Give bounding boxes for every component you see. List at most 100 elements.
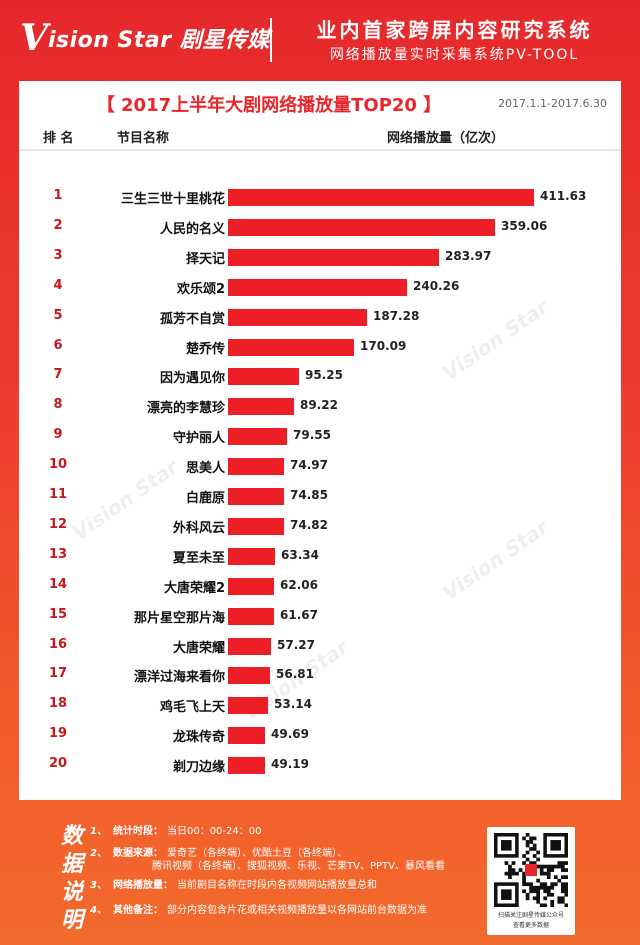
- column-header-rank: 排 名: [43, 131, 74, 146]
- value-label: 49.69: [271, 727, 309, 741]
- chart-row: 4 欢乐颂2 240.26: [19, 277, 621, 297]
- category-label: 大唐荣耀: [172, 641, 225, 656]
- chart-row: 8 漂亮的李慧珍 89.22: [19, 396, 621, 416]
- rank-label: 11: [48, 487, 68, 502]
- category-label: 人民的名义: [159, 222, 225, 237]
- note-key: 网络播放量：: [112, 880, 173, 891]
- bar: [228, 727, 265, 744]
- note-key: 统计时段：: [112, 826, 163, 837]
- chart-row: 18 鸡毛飞上天 53.14: [19, 695, 621, 715]
- chart-row: 16 大唐荣耀 57.27: [19, 636, 621, 656]
- category-label: 漂洋过海来看你: [133, 670, 225, 685]
- chart-title: 【 2017上半年大剧网络播放量TOP20 】: [96, 95, 442, 116]
- rank-label: 3: [53, 248, 63, 263]
- note-number: 4、: [90, 905, 107, 916]
- notes-label-char: 明: [60, 908, 83, 933]
- value-label: 74.82: [290, 518, 328, 532]
- value-label: 359.06: [501, 219, 548, 233]
- value-label: 62.06: [280, 578, 318, 592]
- value-label: 57.27: [277, 638, 315, 652]
- rank-label: 1: [53, 188, 63, 203]
- data-notes: 数 据 说 明 1、 统计时段： 当日00：00-24：00 2、 数据来源： 爱奇艺（…: [0, 800, 640, 945]
- note-source: 2、 数据来源： 爱奇艺（各终端）、优酷土豆（各终端）、: [90, 844, 347, 859]
- notes-label-char: 说: [60, 880, 83, 905]
- rank-label: 12: [48, 517, 68, 532]
- category-label: 因为遇见你: [159, 371, 225, 386]
- value-label: 79.55: [293, 428, 331, 442]
- note-number: 1、: [90, 826, 107, 837]
- category-label: 剃刀边缘: [172, 760, 225, 775]
- chart-row: 5 孤芳不自赏 187.28: [19, 307, 621, 327]
- value-label: 170.09: [360, 339, 407, 353]
- bar: [228, 638, 271, 655]
- value-label: 74.85: [290, 488, 328, 502]
- rank-label: 16: [48, 637, 68, 652]
- chart-panel: Vision Star Vision Star Vision Star Visi…: [19, 81, 621, 800]
- bar: [228, 368, 299, 385]
- rank-label: 8: [53, 397, 63, 412]
- logo-initial: V: [20, 17, 48, 59]
- bar: [228, 279, 407, 296]
- note-key: 其他备注：: [112, 905, 163, 916]
- value-label: 63.34: [281, 548, 319, 562]
- bar: [228, 219, 495, 236]
- note-key: 数据来源：: [112, 848, 163, 859]
- bar: [228, 458, 284, 475]
- bar: [228, 189, 534, 206]
- value-label: 283.97: [445, 249, 492, 263]
- note-number: 3、: [90, 880, 107, 891]
- rank-label: 15: [48, 607, 68, 622]
- category-label: 大唐荣耀2: [163, 581, 225, 596]
- rank-label: 9: [53, 427, 63, 442]
- chart-row: 1 三生三世十里桃花 411.63: [19, 187, 621, 207]
- chart-row: 11 白鹿原 74.85: [19, 486, 621, 506]
- chart-row: 7 因为遇见你 95.25: [19, 366, 621, 386]
- note-text: 腾讯视频（各终端）、搜狐视频、乐视、芒果TV、PPTV、暴风看看: [152, 861, 445, 872]
- qr-caption-sub: 查看更多数据: [512, 922, 549, 929]
- value-label: 240.26: [413, 279, 460, 293]
- rank-label: 10: [48, 457, 68, 472]
- bar: [228, 578, 274, 595]
- rank-label: 17: [48, 666, 68, 681]
- category-label: 龙珠传奇: [172, 730, 225, 745]
- notes-label-char: 据: [60, 852, 83, 877]
- bar: [228, 249, 439, 266]
- value-label: 53.14: [274, 697, 312, 711]
- column-header-plays: 网络播放量（亿次）: [387, 131, 505, 146]
- chart-row: 19 龙珠传奇 49.69: [19, 725, 621, 745]
- notes-label-char: 数: [60, 824, 83, 849]
- category-label: 外科风云: [172, 521, 225, 536]
- chart-row: 9 守护丽人 79.55: [19, 426, 621, 446]
- note-period: 1、 统计时段： 当日00：00-24：00: [90, 822, 261, 837]
- note-text: 当日00：00-24：00: [166, 826, 262, 837]
- header-slogan: 业内首家跨屏内容研究系统: [316, 18, 593, 42]
- category-label: 三生三世十里桃花: [120, 192, 225, 207]
- note-text: 当前剧目名称在时段内各视频网站播放量总和: [176, 880, 377, 891]
- bar: [228, 309, 367, 326]
- bar: [228, 757, 265, 774]
- qr-code-icon[interactable]: [494, 833, 568, 907]
- value-label: 89.22: [300, 398, 338, 412]
- qr-caption: 扫描关注剧星传媒公众号: [497, 912, 564, 919]
- value-label: 56.81: [276, 667, 314, 681]
- category-label: 漂亮的李慧珍: [146, 401, 225, 416]
- value-label: 95.25: [305, 368, 343, 382]
- note-plays: 3、 网络播放量： 当前剧目名称在时段内各视频网站播放量总和: [90, 876, 377, 891]
- chart-row: 6 楚乔传 170.09: [19, 337, 621, 357]
- bar: [228, 398, 294, 415]
- category-label: 夏至未至: [172, 551, 225, 566]
- note-other: 4、 其他备注： 部分内容包含片花或相关视频播放量以各网站前台数据为准: [90, 901, 427, 916]
- chart-row: 2 人民的名义 359.06: [19, 217, 621, 237]
- category-label: 欢乐颂2: [176, 282, 225, 297]
- category-label: 白鹿原: [185, 491, 225, 506]
- category-label: 守护丽人: [172, 431, 225, 446]
- value-label: 187.28: [373, 309, 420, 323]
- chart-row: 12 外科风云 74.82: [19, 516, 621, 536]
- category-label: 鸡毛飞上天: [159, 700, 225, 715]
- column-header-name: 节目名称: [117, 131, 170, 146]
- chart-row: 20 剃刀边缘 49.19: [19, 755, 621, 775]
- header-subtitle: 网络播放量实时采集系统PV-TOOL: [329, 47, 580, 63]
- header-divider: [270, 18, 272, 62]
- chart-row: 13 夏至未至 63.34: [19, 546, 621, 566]
